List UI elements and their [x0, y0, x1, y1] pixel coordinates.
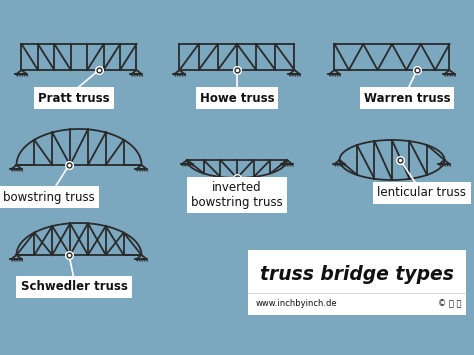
Text: www.inchbyinch.de: www.inchbyinch.de	[256, 300, 337, 308]
Text: truss bridge types: truss bridge types	[260, 265, 454, 284]
Text: lenticular truss: lenticular truss	[377, 186, 466, 200]
Text: inverted
bowstring truss: inverted bowstring truss	[191, 181, 283, 209]
Text: © ⓘ Ⓢ: © ⓘ Ⓢ	[438, 300, 462, 308]
FancyBboxPatch shape	[248, 250, 466, 315]
Text: Pratt truss: Pratt truss	[38, 92, 110, 104]
Text: Warren truss: Warren truss	[364, 92, 450, 104]
Text: bowstring truss: bowstring truss	[3, 191, 95, 203]
Text: Howe truss: Howe truss	[200, 92, 274, 104]
Text: Schwedler truss: Schwedler truss	[20, 280, 128, 294]
